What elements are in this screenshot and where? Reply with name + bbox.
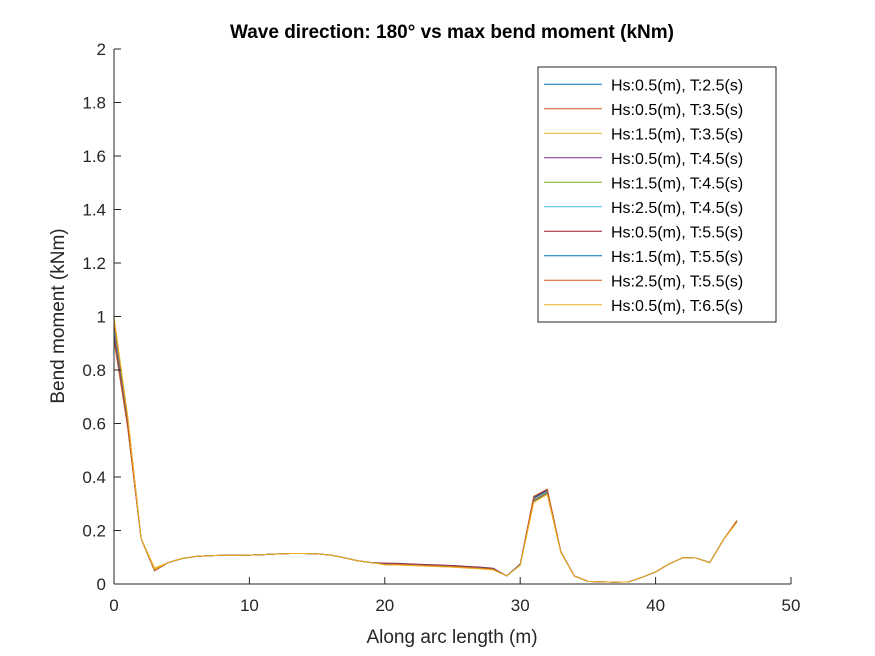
legend-label-1: Hs:0.5(m), T:2.5(s) [611, 77, 743, 94]
legend-label-2: Hs:0.5(m), T:3.5(s) [611, 102, 743, 119]
y-tick-label: 1.8 [82, 94, 106, 113]
y-tick-label: 0.8 [82, 361, 106, 380]
y-tick-label: 0.6 [82, 415, 106, 434]
legend-label-5: Hs:1.5(m), T:4.5(s) [611, 175, 743, 192]
legend-label-10: Hs:0.5(m), T:6.5(s) [611, 298, 743, 315]
y-tick-labels: 0 0.2 0.4 0.6 0.8 1 1.2 1.4 1.6 1.8 2 [82, 40, 106, 594]
axes [113, 48, 792, 585]
chart-title: Wave direction: 180° vs max bend moment … [230, 22, 674, 43]
x-tick-label: 50 [782, 596, 801, 615]
legend-label-3: Hs:1.5(m), T:3.5(s) [611, 126, 743, 143]
legend-label-7: Hs:0.5(m), T:5.5(s) [611, 224, 743, 241]
legend-label-8: Hs:1.5(m), T:5.5(s) [611, 249, 743, 266]
y-tick-label: 2 [97, 40, 106, 59]
legend-label-6: Hs:2.5(m), T:4.5(s) [611, 200, 743, 217]
x-axis-title: Along arc length (m) [366, 627, 537, 648]
legend-label-9: Hs:2.5(m), T:5.5(s) [611, 273, 743, 290]
legend-label-4: Hs:0.5(m), T:4.5(s) [611, 151, 743, 168]
y-tick-label: 0 [97, 575, 106, 594]
x-tick-label: 20 [375, 596, 394, 615]
y-tick-label: 1.6 [82, 147, 106, 166]
y-axis-title: Bend moment (kNm) [48, 228, 69, 403]
y-tick-label: 0.4 [82, 468, 106, 487]
x-tick-labels: 0 10 20 30 40 50 [109, 596, 800, 615]
legend-box [537, 66, 777, 323]
y-tick-label: 0.2 [82, 522, 106, 541]
series-group [113, 316, 738, 583]
x-tick-label: 30 [511, 596, 530, 615]
legend: Hs:0.5(m), T:2.5(s) Hs:0.5(m), T:3.5(s) Hs… [537, 66, 777, 323]
x-tick-label: 40 [646, 596, 665, 615]
x-tick-label: 10 [240, 596, 259, 615]
series-line-10 [113, 316, 738, 583]
x-tick-label: 0 [109, 596, 118, 615]
y-tick-label: 1.4 [82, 201, 106, 220]
y-tick-label: 1 [97, 308, 106, 327]
y-tick-label: 1.2 [82, 254, 106, 273]
